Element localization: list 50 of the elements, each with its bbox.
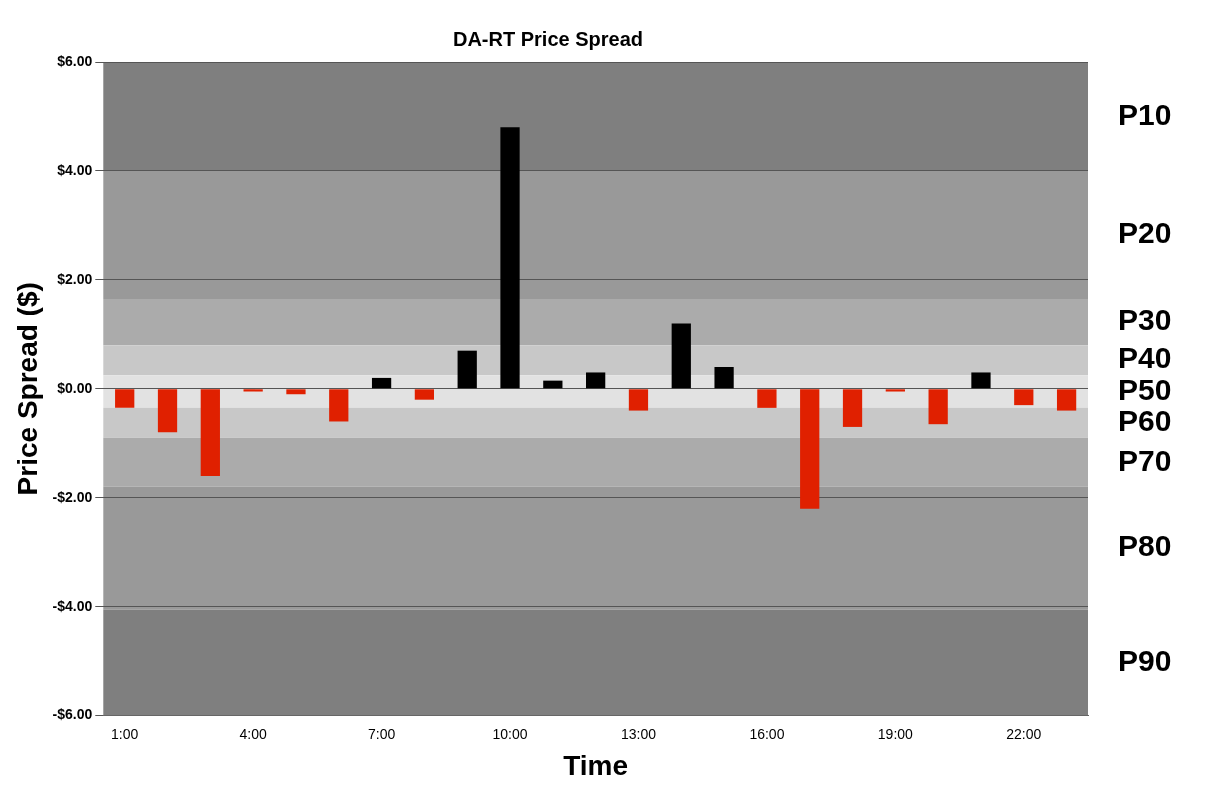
x-tick-label: 4:00	[239, 725, 267, 742]
bar	[500, 127, 520, 389]
band-label: P40	[1118, 341, 1172, 375]
x-tick-label: 13:00	[620, 725, 657, 742]
bar	[800, 389, 820, 509]
bar	[971, 372, 991, 389]
band-label: P10	[1118, 97, 1172, 131]
y-axis-title: Price Spread ($)	[11, 282, 43, 496]
band-label: P80	[1118, 529, 1172, 563]
y-tick-label: -$4.00	[52, 597, 93, 614]
x-tick-label: 7:00	[367, 725, 396, 742]
bar	[842, 389, 863, 427]
bar	[371, 377, 392, 389]
bar	[200, 389, 220, 476]
bar	[928, 389, 948, 425]
bar	[885, 389, 905, 392]
y-tick-label: -$2.00	[52, 488, 93, 505]
x-axis-title: Time	[563, 749, 629, 781]
bar	[757, 389, 777, 408]
x-tick-label: 22:00	[1006, 725, 1042, 742]
band-label: P90	[1118, 643, 1172, 677]
bar	[714, 367, 734, 389]
x-tick-label: 1:00	[111, 725, 139, 742]
bar	[286, 389, 306, 395]
x-tick-label: 10:00	[492, 725, 528, 742]
bar	[1056, 389, 1077, 411]
x-tick-label: 19:00	[877, 725, 914, 742]
bar	[243, 389, 263, 392]
bar	[586, 372, 606, 389]
band-label: P30	[1118, 303, 1172, 337]
y-tick-label: $6.00	[57, 52, 93, 69]
chart-title: DA-RT Price Spread	[452, 27, 644, 50]
band-label: P20	[1118, 216, 1172, 250]
bar	[543, 380, 563, 389]
bar	[414, 389, 435, 400]
band-label: P70	[1118, 443, 1172, 477]
bar	[115, 389, 135, 408]
bar	[1014, 389, 1034, 406]
band-label: P50	[1118, 372, 1172, 406]
y-tick-label: -$6.00	[52, 706, 93, 723]
y-tick-label: $0.00	[57, 379, 93, 396]
bar	[671, 323, 691, 389]
y-tick-label: $2.00	[57, 270, 93, 287]
bar	[628, 389, 649, 411]
y-tick-label: $4.00	[57, 161, 93, 178]
bar	[157, 389, 178, 433]
x-tick-label: 16:00	[749, 725, 785, 742]
bar	[329, 389, 349, 422]
bar	[457, 350, 477, 389]
band-label: P60	[1118, 404, 1172, 438]
